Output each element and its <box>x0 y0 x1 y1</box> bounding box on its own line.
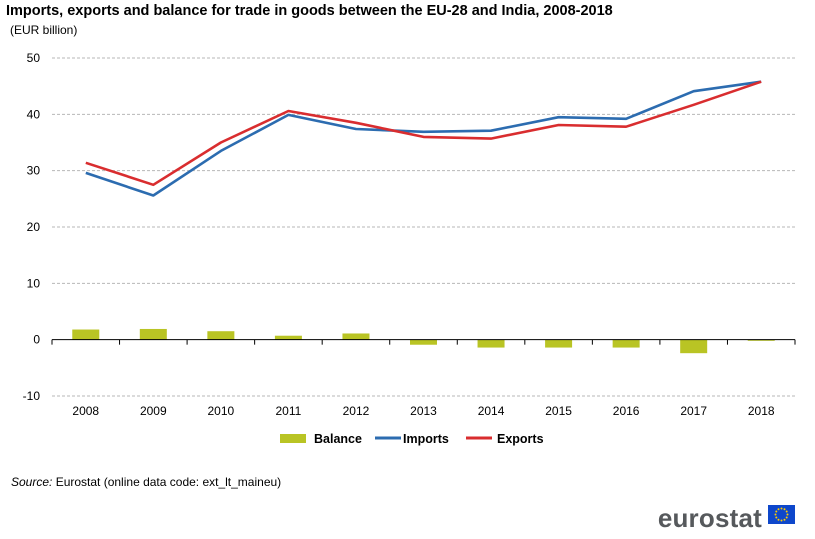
y-tick-label: 40 <box>27 107 41 121</box>
balance-bar <box>680 339 708 354</box>
series-lines <box>85 80 762 197</box>
legend-label-balance: Balance <box>314 432 362 446</box>
x-tick-label: 2016 <box>613 404 640 418</box>
x-tick-label: 2018 <box>748 404 775 418</box>
imports-line <box>85 80 762 197</box>
x-tick-labels: 2008 2009 2010 2011 2012 2013 2014 2015 2016 2017… <box>72 404 774 418</box>
y-tick-label: 30 <box>27 164 41 178</box>
x-tick-label: 2008 <box>72 404 99 418</box>
eurostat-logo-text: eurostat <box>657 503 762 533</box>
x-tick-label: 2017 <box>680 404 707 418</box>
y-tick-label: -10 <box>23 389 41 403</box>
y-tick-labels: 50 40 30 20 10 0 -10 <box>23 51 41 403</box>
balance-bar <box>274 335 302 340</box>
chart-title: Imports, exports and balance for trade i… <box>6 3 613 19</box>
y-tick-label: 50 <box>27 51 41 65</box>
x-tick-label: 2015 <box>545 404 572 418</box>
legend-label-exports: Exports <box>497 432 544 446</box>
balance-bars <box>72 328 775 354</box>
balance-bar <box>72 329 100 340</box>
grid-lines <box>52 57 795 397</box>
legend-label-imports: Imports <box>403 432 449 446</box>
x-tick-label: 2013 <box>410 404 437 418</box>
x-axis <box>51 339 796 345</box>
balance-bar <box>477 339 505 348</box>
exports-line <box>85 80 762 187</box>
balance-bar <box>410 339 437 345</box>
x-tick-label: 2010 <box>208 404 235 418</box>
eu-flag-icon <box>768 505 795 524</box>
legend: Balance Imports Exports <box>280 432 544 446</box>
x-tick-label: 2009 <box>140 404 167 418</box>
x-tick-label: 2014 <box>478 404 505 418</box>
balance-bar <box>207 331 235 340</box>
chart-subtitle: (EUR billion) <box>10 23 78 37</box>
source-note: Source: Eurostat (online data code: ext_… <box>11 475 281 489</box>
balance-bar <box>139 328 167 340</box>
y-tick-label: 20 <box>27 220 41 234</box>
balance-bar <box>545 339 573 348</box>
y-tick-label: 0 <box>33 333 40 347</box>
balance-bar <box>342 333 370 340</box>
balance-bar <box>747 339 775 341</box>
legend-swatch-balance <box>280 434 306 443</box>
x-tick-label: 2011 <box>276 404 302 418</box>
x-tick-label: 2012 <box>343 404 370 418</box>
source-text: Eurostat (online data code: ext_lt_maine… <box>52 475 282 489</box>
source-label: Source: <box>11 475 53 489</box>
y-tick-label: 10 <box>27 276 41 290</box>
balance-bar <box>612 339 640 348</box>
